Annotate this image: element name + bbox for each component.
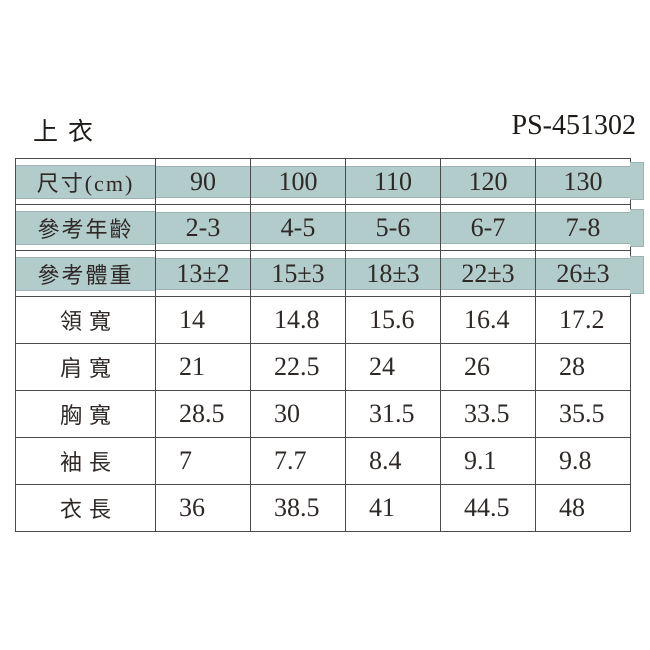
- value-cell: 22.5: [250, 343, 346, 391]
- table-row: 袖長 7 7.7 8.4 9.1 9.8: [15, 437, 631, 485]
- band-overhang: [630, 162, 644, 200]
- value-cell: 7.7: [250, 437, 346, 485]
- page-title: 上衣: [33, 119, 104, 146]
- row-label-cell: 衣長: [15, 484, 156, 532]
- table-row: 衣長 36 38.5 41 44.5 48: [15, 484, 631, 532]
- value-cell: 9.8: [535, 437, 631, 485]
- value-cell: 7-8: [535, 204, 631, 251]
- row-label-cell: 尺寸(cm): [15, 158, 156, 205]
- value-cell: 35.5: [535, 390, 631, 438]
- value-cell: 41: [345, 484, 441, 532]
- row-label: 參考體重: [16, 256, 155, 291]
- value-cell: 120: [440, 158, 536, 205]
- value-cell: 15.6: [345, 296, 441, 344]
- value-cell: 14: [155, 296, 251, 344]
- table-row: 尺寸(cm) 90 100 110 120 130: [15, 158, 631, 205]
- row-label-cell: 領寬: [15, 296, 156, 344]
- value-cell: 9.1: [440, 437, 536, 485]
- value-cell: 33.5: [440, 390, 536, 438]
- table-row: 領寬 14 14.8 15.6 16.4 17.2: [15, 296, 631, 344]
- product-code: PS-451302: [511, 110, 636, 141]
- value-cell: 15±3: [250, 250, 346, 297]
- row-label-cell: 參考體重: [15, 250, 156, 297]
- band-overhang: [630, 209, 644, 247]
- band-overhang: [630, 256, 644, 294]
- value-cell: 26: [440, 343, 536, 391]
- value-cell: 6-7: [440, 204, 536, 251]
- table-row: 胸寬 28.5 30 31.5 33.5 35.5: [15, 390, 631, 438]
- table-row: 參考年齡 2-3 4-5 5-6 6-7 7-8: [15, 204, 631, 251]
- size-table: 尺寸(cm) 90 100 110 120 130 參考年齡 2-3 4-5 5…: [15, 158, 631, 532]
- value-cell: 2-3: [155, 204, 251, 251]
- row-label: 參考年齡: [16, 210, 155, 245]
- row-label-cell: 肩寬: [15, 343, 156, 391]
- value-cell: 14.8: [250, 296, 346, 344]
- value-cell: 28.5: [155, 390, 251, 438]
- row-label-cell: 胸寬: [15, 390, 156, 438]
- value-cell: 16.4: [440, 296, 536, 344]
- value-cell: 44.5: [440, 484, 536, 532]
- value-cell: 5-6: [345, 204, 441, 251]
- value-cell: 24: [345, 343, 441, 391]
- value-cell: 22±3: [440, 250, 536, 297]
- value-cell: 48: [535, 484, 631, 532]
- value-cell: 4-5: [250, 204, 346, 251]
- row-label: 尺寸(cm): [16, 164, 155, 199]
- value-cell: 8.4: [345, 437, 441, 485]
- value-cell: 26±3: [535, 250, 631, 297]
- value-cell: 130: [535, 158, 631, 205]
- value-cell: 100: [250, 158, 346, 205]
- row-label-cell: 袖長: [15, 437, 156, 485]
- value-cell: 13±2: [155, 250, 251, 297]
- value-cell: 110: [345, 158, 441, 205]
- value-cell: 28: [535, 343, 631, 391]
- value-cell: 36: [155, 484, 251, 532]
- row-label-cell: 參考年齡: [15, 204, 156, 251]
- value-cell: 21: [155, 343, 251, 391]
- table-row: 肩寬 21 22.5 24 26 28: [15, 343, 631, 391]
- value-cell: 31.5: [345, 390, 441, 438]
- value-cell: 38.5: [250, 484, 346, 532]
- value-cell: 30: [250, 390, 346, 438]
- value-cell: 17.2: [535, 296, 631, 344]
- value-cell: 90: [155, 158, 251, 205]
- value-cell: 7: [155, 437, 251, 485]
- table-row: 參考體重 13±2 15±3 18±3 22±3 26±3: [15, 250, 631, 297]
- value-cell: 18±3: [345, 250, 441, 297]
